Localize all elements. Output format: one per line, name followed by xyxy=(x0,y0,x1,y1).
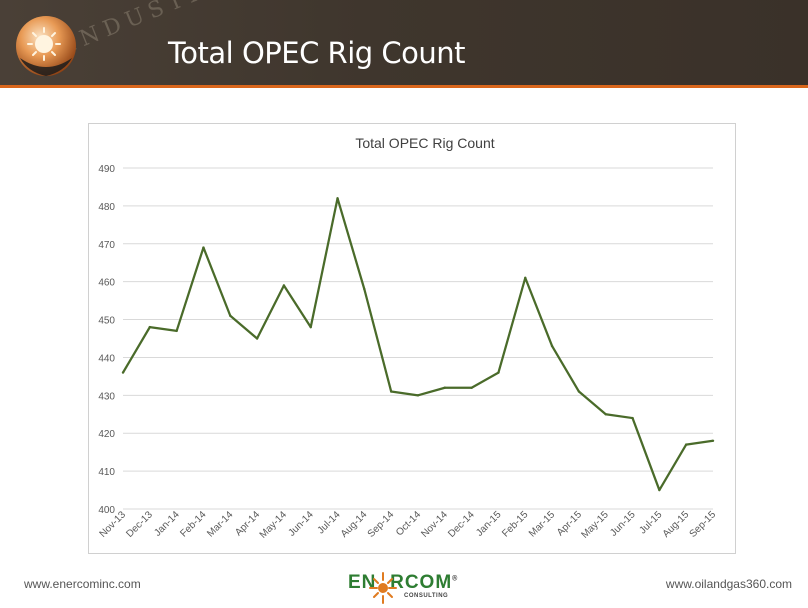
y-tick-label: 460 xyxy=(98,278,115,289)
x-tick-label: Oct-14 xyxy=(394,509,423,538)
x-tick-label: Aug-14 xyxy=(339,509,370,540)
footer-left-url[interactable]: www.enercominc.com xyxy=(24,577,141,591)
y-tick-label: 490 xyxy=(98,164,115,175)
x-tick-label: Jun-14 xyxy=(286,509,316,539)
data-point-Sep-14 xyxy=(389,390,393,393)
slide-title: Total OPEC Rig Count xyxy=(168,36,466,70)
x-tick-label: Dec-13 xyxy=(124,509,155,540)
x-tick-label: Dec-14 xyxy=(446,509,477,540)
globe-logo-icon xyxy=(16,16,76,76)
x-tick-label: Jun-15 xyxy=(608,509,638,539)
data-point-Jul-15 xyxy=(658,488,661,492)
data-point-Apr-15 xyxy=(577,390,581,393)
data-point-Nov-14 xyxy=(443,386,447,389)
data-point-Jul-14 xyxy=(336,197,339,200)
x-tick-label: Feb-15 xyxy=(500,509,530,539)
y-tick-label: 430 xyxy=(98,391,115,402)
data-point-Nov-13 xyxy=(121,371,125,374)
data-point-Oct-14 xyxy=(416,394,420,397)
data-point-Sep-15 xyxy=(711,439,715,442)
y-tick-label: 400 xyxy=(98,505,115,516)
data-point-Apr-14 xyxy=(255,337,259,340)
data-point-Feb-15 xyxy=(524,276,527,280)
y-tick-label: 440 xyxy=(98,353,115,364)
y-tick-label: 480 xyxy=(98,202,115,213)
data-point-Jun-14 xyxy=(309,325,312,329)
data-point-Mar-14 xyxy=(229,314,232,317)
series-line-0 xyxy=(122,197,714,492)
x-tick-label: Jan-14 xyxy=(152,509,182,539)
slide-header: INDUSTRY Total OPEC Rig Count xyxy=(0,0,808,85)
x-tick-label: Sep-14 xyxy=(366,509,397,540)
data-point-Mar-15 xyxy=(550,344,554,348)
data-point-Jan-14 xyxy=(175,329,178,333)
x-tick-label: May-15 xyxy=(579,509,611,541)
data-point-Jun-15 xyxy=(631,416,634,420)
x-tick-label: Mar-15 xyxy=(527,509,557,539)
chart-title: Total OPEC Rig Count xyxy=(355,135,494,151)
x-tick-label: Mar-14 xyxy=(205,509,235,539)
y-tick-label: 420 xyxy=(98,429,115,440)
data-point-Aug-14 xyxy=(363,288,366,291)
x-tick-label: Sep-15 xyxy=(688,509,719,540)
x-tick-label: May-14 xyxy=(258,509,290,541)
y-tick-label: 470 xyxy=(98,240,115,251)
x-tick-label: Nov-14 xyxy=(419,509,450,540)
footer-right-url[interactable]: www.oilandgas360.com xyxy=(665,577,792,591)
brand-name: ENERCOM® xyxy=(348,572,459,593)
chart-container: Total OPEC Rig Count 400 410 420 430 440 450 4… xyxy=(88,123,736,554)
data-point-May-15 xyxy=(604,413,607,416)
brand-subtitle: CONSULTING xyxy=(404,593,449,599)
sunburst-icon xyxy=(369,572,397,604)
x-tick-label: Jan-15 xyxy=(474,509,504,539)
data-point-Dec-13 xyxy=(148,325,152,329)
data-point-Jan-15 xyxy=(497,371,500,374)
header-accent-stripe xyxy=(0,85,808,88)
enercom-logo: ENERCOM® CONSULTING xyxy=(348,570,464,606)
y-tick-label: 450 xyxy=(98,316,115,327)
registered-mark: ® xyxy=(452,575,459,583)
data-point-May-14 xyxy=(282,284,286,287)
y-tick-label: 410 xyxy=(98,467,115,478)
x-tick-label: Feb-14 xyxy=(178,509,208,539)
data-point-Aug-15 xyxy=(684,443,688,446)
line-chart: Total OPEC Rig Count 400 410 420 430 440 450 4… xyxy=(98,135,719,541)
data-point-Dec-14 xyxy=(470,386,473,389)
data-point-Feb-14 xyxy=(202,246,205,249)
x-tick-label: Aug-15 xyxy=(661,509,692,540)
